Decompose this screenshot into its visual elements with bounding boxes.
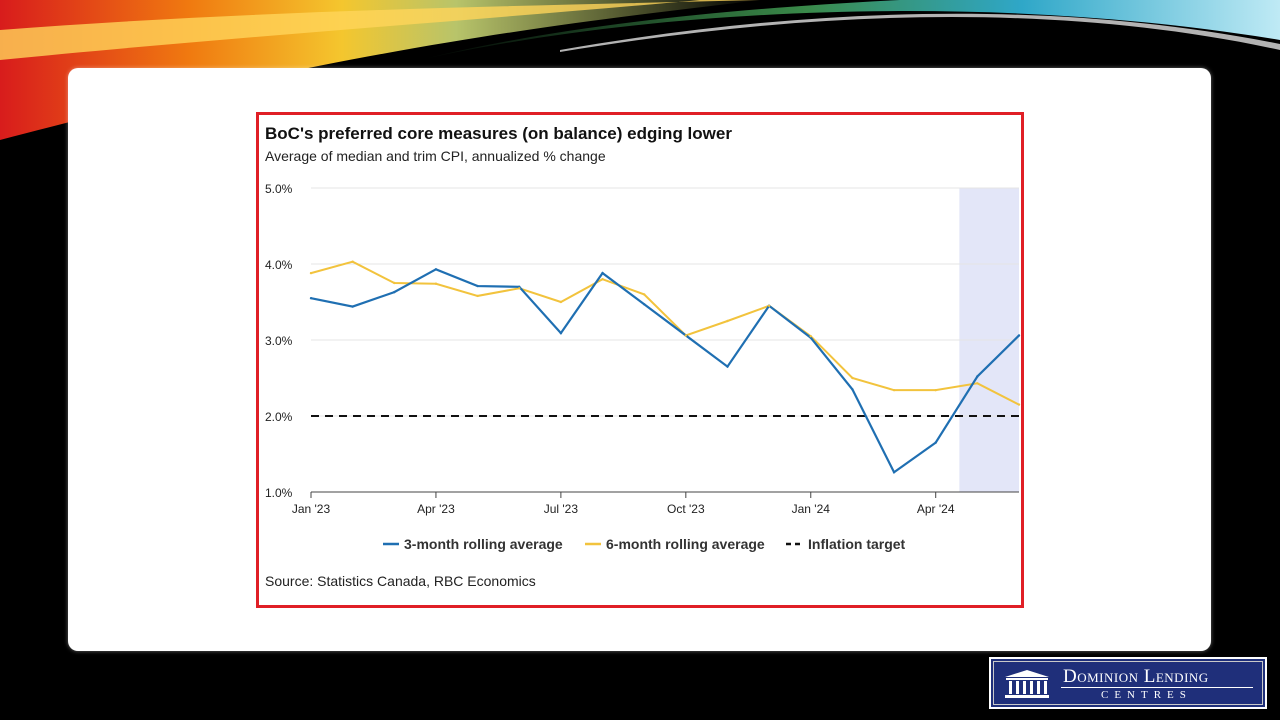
data-point-6m [518, 287, 521, 290]
chart-subtitle: Average of median and trim CPI, annualiz… [265, 148, 606, 164]
logo-inner-border [993, 661, 1263, 705]
data-point-6m [767, 304, 771, 307]
source-note: Source: Statistics Canada, RBC Economics [265, 573, 536, 589]
data-point-6m [934, 388, 937, 392]
data-point-3m [851, 388, 854, 391]
x-tick-label: Apr '24 [917, 502, 955, 516]
data-points [309, 260, 1021, 474]
y-tick-label: 1.0% [265, 486, 293, 500]
logo-rule [1061, 687, 1253, 688]
data-point-6m [309, 271, 313, 275]
building-icon [1005, 670, 1049, 698]
data-point-6m [351, 260, 354, 263]
x-tick-label: Jan '23 [292, 502, 331, 516]
data-point-6m [559, 300, 563, 304]
data-point-3m [601, 271, 604, 275]
data-point-3m [309, 297, 313, 300]
series-3-month-line [310, 268, 1020, 474]
data-point-6m [434, 282, 438, 285]
chart-frame [256, 112, 1024, 608]
data-point-6m [851, 376, 854, 380]
x-tick-label: Jan '24 [792, 502, 831, 516]
data-point-3m [976, 375, 979, 378]
legend-label-6m: 6-month rolling average [606, 536, 765, 552]
chart-title: BoC's preferred core measures (on balanc… [265, 124, 732, 143]
data-point-3m [476, 284, 479, 288]
data-point-6m [809, 335, 812, 338]
data-point-3m [434, 268, 438, 271]
data-point-6m [726, 319, 729, 323]
y-tick-label: 4.0% [265, 258, 293, 272]
data-point-6m [684, 334, 688, 337]
y-axis-labels: 5.0% 4.0% 3.0% 2.0% 1.0% [265, 182, 293, 500]
data-point-3m [393, 290, 396, 294]
series-6-month-line [310, 260, 1020, 406]
x-tick-label: Apr '23 [417, 502, 455, 516]
logo-subtitle: CENTRES [1101, 689, 1192, 701]
x-tick-label: Jul '23 [544, 502, 579, 516]
data-point-6m [642, 293, 646, 296]
logo-title: Dominion Lending [1063, 666, 1209, 687]
data-point-3m [351, 305, 354, 308]
data-point-6m [976, 382, 979, 385]
y-tick-label: 3.0% [265, 334, 293, 348]
data-point-6m [476, 294, 479, 298]
data-point-3m [892, 471, 896, 474]
data-point-3m [726, 365, 729, 368]
legend-label-3m: 3-month rolling average [404, 536, 563, 552]
legend: 3-month rolling average 6-month rolling … [383, 536, 906, 552]
data-point-6m [601, 278, 604, 281]
data-point-6m [1017, 403, 1021, 406]
data-point-3m [934, 441, 937, 444]
chart: BoC's preferred core measures (on balanc… [265, 124, 1021, 589]
y-tick-label: 5.0% [265, 182, 293, 196]
gridlines [311, 187, 1019, 493]
x-tick-label: Oct '23 [667, 502, 705, 516]
data-point-3m [1017, 334, 1021, 337]
data-point-3m [559, 331, 563, 335]
data-point-6m [892, 388, 896, 392]
data-point-3m [642, 303, 646, 306]
data-point-6m [393, 281, 396, 285]
dominion-lending-logo: Dominion Lending CENTRES [989, 657, 1267, 709]
x-axis: Jan '23 Apr '23 Jul '23 Oct '23 Jan '24 Apr '… [292, 491, 1019, 516]
decorative-banner [0, 0, 1280, 140]
legend-label-target: Inflation target [808, 536, 906, 552]
y-tick-label: 2.0% [265, 410, 293, 424]
